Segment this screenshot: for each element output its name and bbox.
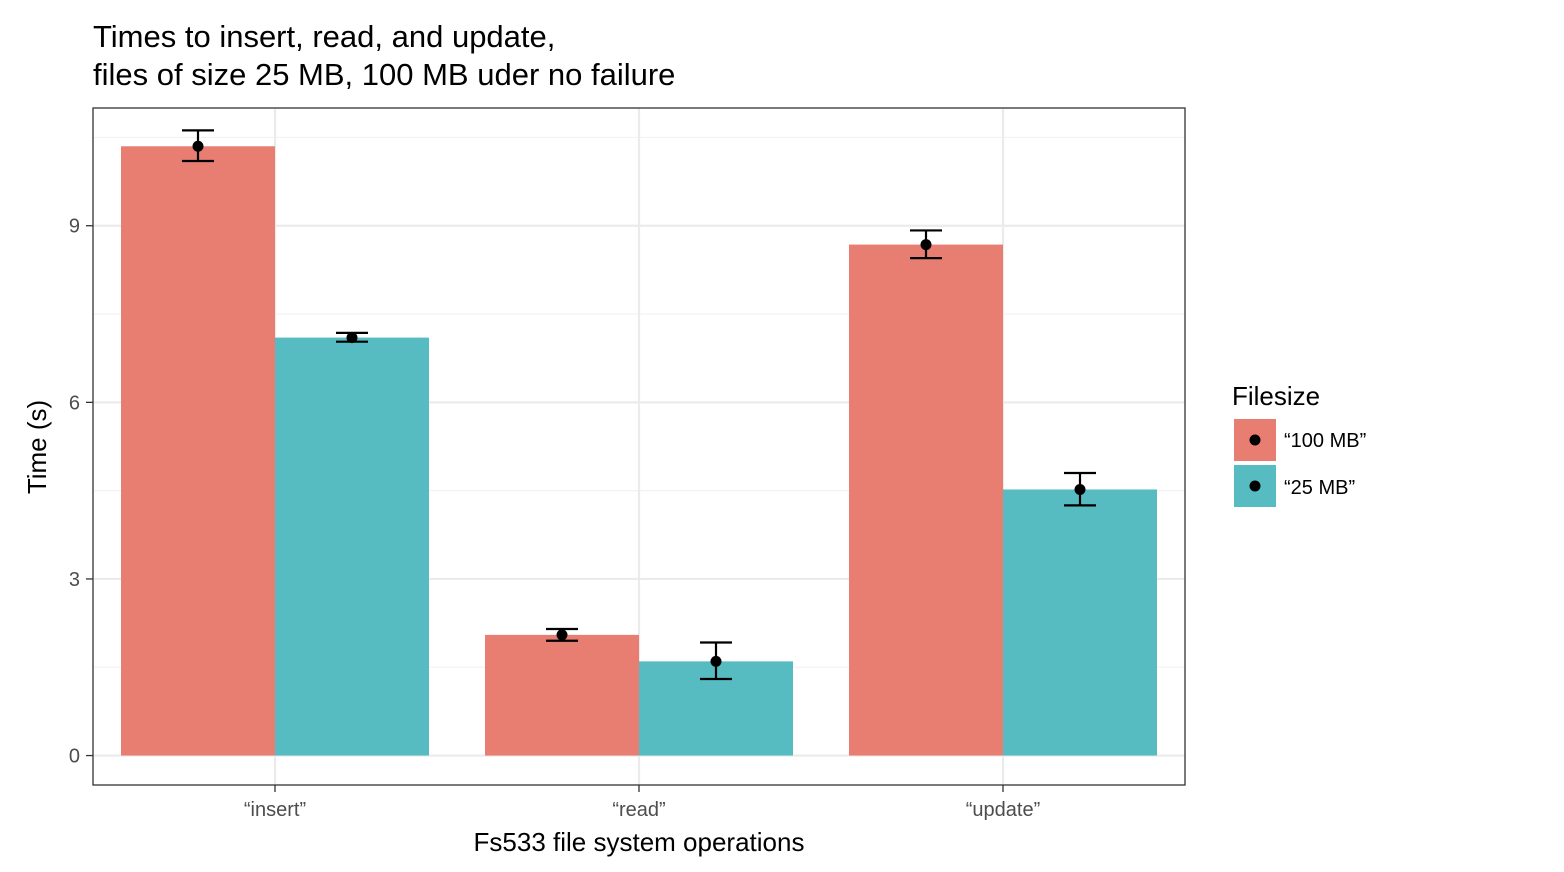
chart-title-line-1: Times to insert, read, and update, — [93, 19, 555, 54]
y-tick-label: 0 — [69, 746, 80, 768]
y-axis-title: Time (s) — [22, 400, 52, 494]
y-tick-label: 3 — [69, 569, 80, 591]
bar — [849, 244, 1003, 756]
mean-point — [920, 239, 932, 251]
mean-point — [192, 140, 204, 152]
bar — [1003, 489, 1157, 756]
legend-label-100mb: “100 MB” — [1284, 430, 1366, 452]
x-tick-label: “update” — [966, 799, 1041, 821]
y-tick-label: 6 — [69, 392, 80, 414]
error-bars — [182, 129, 1096, 681]
bar — [121, 146, 275, 756]
chart-title-line-2: files of size 25 MB, 100 MB uder no fail… — [93, 57, 675, 92]
bar — [275, 337, 429, 756]
y-axis: 0 3 6 9 — [69, 216, 93, 768]
mean-point — [346, 332, 358, 344]
mean-point — [710, 655, 722, 667]
bars — [121, 146, 1157, 756]
legend-label-25mb: “25 MB” — [1284, 477, 1355, 499]
legend: Filesize “100 MB” “25 MB” — [1232, 381, 1366, 507]
x-tick-label: “insert” — [244, 799, 306, 821]
x-tick-label: “read” — [612, 799, 665, 821]
legend-point-100mb — [1249, 434, 1261, 446]
legend-point-25mb — [1249, 480, 1261, 492]
x-axis-title: Fs533 file system operations — [474, 827, 805, 857]
mean-point — [1074, 483, 1086, 495]
bar — [485, 634, 639, 756]
legend-title: Filesize — [1232, 381, 1320, 411]
y-tick-label: 9 — [69, 216, 80, 238]
mean-point — [556, 629, 568, 641]
x-axis: “insert” “read” “update” — [244, 785, 1040, 821]
